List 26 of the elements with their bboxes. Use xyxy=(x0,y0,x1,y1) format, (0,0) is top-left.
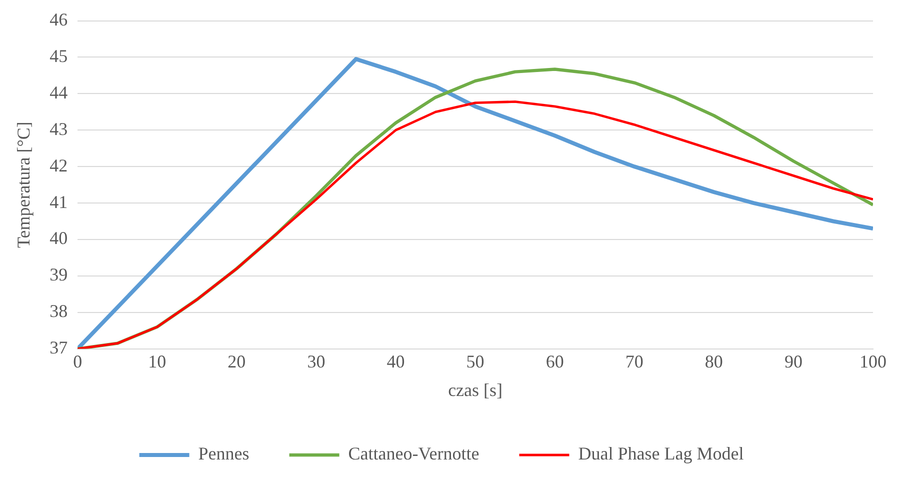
y-tick-label: 45 xyxy=(50,46,68,66)
x-tick-label: 10 xyxy=(148,351,166,372)
x-tick-label: 0 xyxy=(73,351,82,372)
x-tick-label: 60 xyxy=(546,351,564,372)
y-tick-label: 41 xyxy=(50,192,68,212)
y-tick-label: 39 xyxy=(50,264,68,285)
x-tick-label: 50 xyxy=(466,351,484,372)
x-tick-label: 80 xyxy=(704,351,723,372)
y-tick-label: 46 xyxy=(50,10,68,30)
x-tick-label: 100 xyxy=(860,351,886,372)
x-tick-label: 90 xyxy=(784,351,802,372)
legend-label: Pennes xyxy=(198,444,250,464)
y-axis-title: Temperatura [°C] xyxy=(14,122,34,248)
x-axis-title: czas [s] xyxy=(448,380,503,400)
legend-label: Dual Phase Lag Model xyxy=(578,444,744,464)
y-tick-label: 44 xyxy=(50,82,68,102)
x-tick-label: 20 xyxy=(228,351,246,372)
x-tick-label: 30 xyxy=(307,351,326,372)
x-tick-label: 40 xyxy=(386,351,405,372)
legend-label: Cattaneo-Vernotte xyxy=(348,444,480,464)
y-tick-label: 42 xyxy=(50,155,68,176)
y-tick-label: 38 xyxy=(50,301,68,322)
y-tick-label: 37 xyxy=(50,338,68,358)
x-tick-label: 70 xyxy=(625,351,644,372)
y-tick-label: 43 xyxy=(50,118,68,139)
y-tick-label: 40 xyxy=(50,228,68,248)
